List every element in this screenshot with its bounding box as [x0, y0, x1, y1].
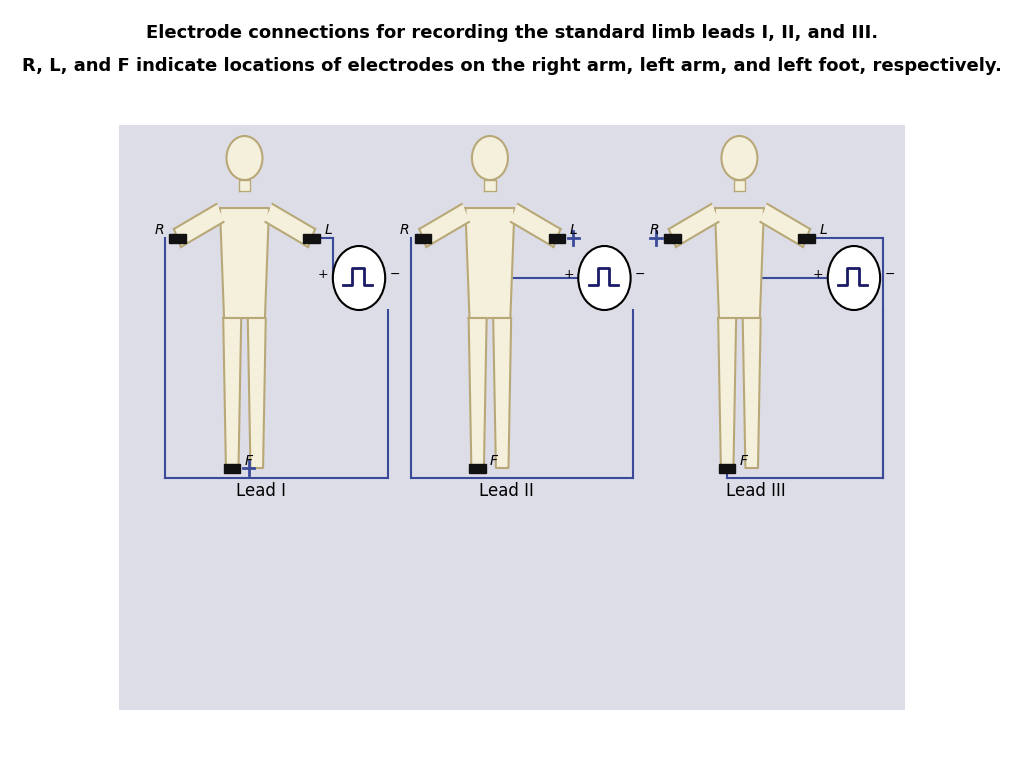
Circle shape	[333, 246, 385, 310]
Circle shape	[827, 246, 881, 310]
Text: −: −	[885, 267, 895, 280]
Polygon shape	[718, 318, 736, 468]
Text: F: F	[739, 454, 748, 468]
Polygon shape	[742, 318, 761, 468]
Bar	[169, 233, 185, 243]
Text: Lead II: Lead II	[479, 482, 534, 500]
Polygon shape	[465, 208, 514, 318]
Text: −: −	[389, 267, 399, 280]
Text: Lead III: Lead III	[726, 482, 785, 500]
Polygon shape	[265, 204, 315, 247]
Polygon shape	[419, 204, 469, 247]
Polygon shape	[220, 208, 269, 318]
Text: Electrode connections for recording the standard limb leads I, II, and III.: Electrode connections for recording the …	[146, 24, 878, 42]
Circle shape	[226, 136, 262, 180]
Text: R, L, and F indicate locations of electrodes on the right arm, left arm, and lef: R, L, and F indicate locations of electr…	[23, 57, 1001, 75]
Bar	[469, 464, 485, 472]
Bar	[415, 233, 431, 243]
Text: R: R	[649, 223, 659, 237]
Polygon shape	[715, 208, 764, 318]
Text: F: F	[245, 454, 253, 468]
Bar	[303, 233, 319, 243]
Text: L: L	[570, 223, 578, 237]
Circle shape	[722, 136, 758, 180]
Text: +: +	[813, 267, 823, 280]
Polygon shape	[248, 318, 266, 468]
Bar	[665, 233, 681, 243]
Polygon shape	[494, 318, 511, 468]
Text: Lead I: Lead I	[236, 482, 286, 500]
Bar	[120, 125, 904, 710]
Polygon shape	[669, 204, 719, 247]
Polygon shape	[174, 204, 223, 247]
Polygon shape	[484, 180, 496, 191]
Text: L: L	[325, 223, 333, 237]
Text: L: L	[819, 223, 827, 237]
Text: +: +	[563, 267, 574, 280]
Polygon shape	[239, 180, 250, 191]
Text: +: +	[318, 267, 329, 280]
Polygon shape	[469, 318, 486, 468]
Text: F: F	[489, 454, 498, 468]
Bar	[549, 233, 565, 243]
Text: R: R	[400, 223, 410, 237]
Circle shape	[579, 246, 631, 310]
Polygon shape	[511, 204, 560, 247]
Text: −: −	[635, 267, 645, 280]
Polygon shape	[223, 318, 242, 468]
Circle shape	[472, 136, 508, 180]
Polygon shape	[734, 180, 745, 191]
Bar	[799, 233, 815, 243]
Bar	[719, 464, 735, 472]
Text: R: R	[155, 223, 164, 237]
Bar	[224, 464, 241, 472]
Polygon shape	[761, 204, 810, 247]
